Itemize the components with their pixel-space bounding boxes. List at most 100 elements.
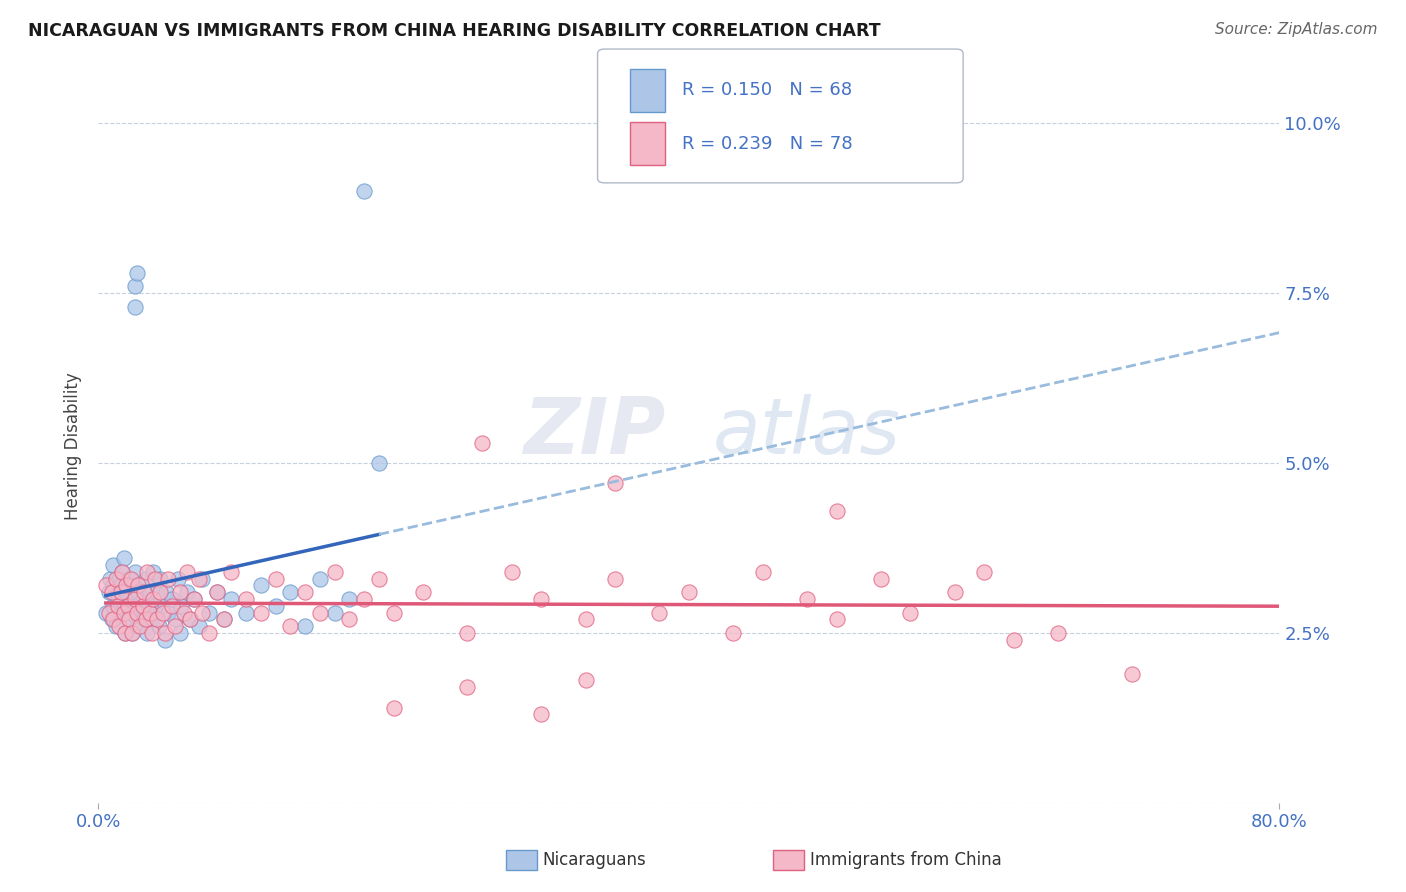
Point bbox=[235, 606, 257, 620]
Point bbox=[156, 572, 179, 586]
Point bbox=[353, 591, 375, 606]
Point bbox=[100, 585, 122, 599]
Point bbox=[309, 606, 332, 620]
Point bbox=[108, 619, 131, 633]
Point bbox=[1046, 626, 1069, 640]
Point bbox=[98, 572, 121, 586]
Point bbox=[134, 585, 156, 599]
Point bbox=[124, 279, 146, 293]
Point bbox=[124, 565, 146, 579]
Point bbox=[115, 585, 138, 599]
Point bbox=[250, 578, 273, 592]
Point bbox=[97, 585, 120, 599]
Text: Source: ZipAtlas.com: Source: ZipAtlas.com bbox=[1215, 22, 1378, 37]
Text: NICARAGUAN VS IMMIGRANTS FROM CHINA HEARING DISABILITY CORRELATION CHART: NICARAGUAN VS IMMIGRANTS FROM CHINA HEAR… bbox=[28, 22, 880, 40]
Point bbox=[278, 619, 302, 633]
Text: ZIP: ZIP bbox=[523, 393, 665, 470]
Point bbox=[100, 612, 122, 626]
Point bbox=[149, 585, 172, 599]
Point bbox=[122, 578, 145, 592]
Point bbox=[124, 591, 146, 606]
Point bbox=[146, 612, 169, 626]
Point bbox=[796, 591, 818, 606]
Text: Immigrants from China: Immigrants from China bbox=[810, 851, 1001, 869]
Point bbox=[235, 591, 257, 606]
Point bbox=[368, 572, 391, 586]
Point bbox=[339, 591, 360, 606]
Point bbox=[132, 599, 155, 613]
Point bbox=[128, 606, 150, 620]
Point bbox=[176, 565, 198, 579]
Point bbox=[1121, 666, 1143, 681]
Point bbox=[1002, 632, 1025, 647]
Point bbox=[127, 585, 149, 599]
Point bbox=[146, 585, 169, 599]
Point bbox=[187, 619, 209, 633]
Point bbox=[165, 619, 187, 633]
Point bbox=[107, 591, 129, 606]
Text: atlas: atlas bbox=[713, 393, 900, 470]
Point bbox=[115, 578, 138, 592]
Point bbox=[574, 612, 596, 626]
Point bbox=[382, 606, 405, 620]
Point bbox=[167, 572, 190, 586]
Point bbox=[139, 585, 162, 599]
Point bbox=[869, 572, 891, 586]
Point bbox=[125, 606, 148, 620]
Point bbox=[97, 606, 120, 620]
Point bbox=[294, 585, 316, 599]
Point bbox=[183, 591, 205, 606]
Point bbox=[112, 606, 135, 620]
Point bbox=[205, 585, 228, 599]
Point bbox=[648, 606, 671, 620]
Point bbox=[170, 599, 193, 613]
Point bbox=[323, 565, 346, 579]
Point bbox=[155, 585, 177, 599]
Point bbox=[103, 578, 125, 592]
Point bbox=[120, 606, 142, 620]
Point bbox=[169, 585, 191, 599]
Point bbox=[114, 626, 136, 640]
Point bbox=[173, 606, 195, 620]
Text: R = 0.239   N = 78: R = 0.239 N = 78 bbox=[682, 135, 852, 153]
Y-axis label: Hearing Disability: Hearing Disability bbox=[65, 372, 83, 520]
Point bbox=[105, 572, 128, 586]
Point bbox=[179, 612, 201, 626]
Point bbox=[141, 612, 163, 626]
Point bbox=[112, 551, 135, 566]
Point bbox=[309, 572, 332, 586]
Point bbox=[103, 612, 125, 626]
Point bbox=[117, 599, 139, 613]
Point bbox=[142, 591, 165, 606]
Point bbox=[120, 572, 142, 586]
Point bbox=[107, 599, 129, 613]
Point bbox=[114, 599, 136, 613]
Point bbox=[118, 572, 141, 586]
Point bbox=[183, 591, 205, 606]
Point bbox=[723, 626, 745, 640]
Point bbox=[825, 503, 848, 517]
Point bbox=[250, 606, 273, 620]
Point bbox=[105, 619, 128, 633]
Point bbox=[153, 626, 176, 640]
Point bbox=[212, 612, 235, 626]
Point bbox=[110, 606, 132, 620]
Point bbox=[191, 606, 214, 620]
Point bbox=[165, 612, 187, 626]
Point bbox=[198, 606, 221, 620]
Point bbox=[132, 591, 155, 606]
Point bbox=[605, 572, 627, 586]
Point bbox=[135, 572, 157, 586]
Point bbox=[574, 673, 596, 688]
Point bbox=[149, 572, 172, 586]
Point bbox=[412, 585, 434, 599]
Point bbox=[219, 565, 242, 579]
Point bbox=[368, 456, 391, 470]
Point bbox=[111, 565, 134, 579]
Point bbox=[169, 626, 191, 640]
Point bbox=[94, 606, 117, 620]
Point bbox=[973, 565, 995, 579]
Point bbox=[205, 585, 228, 599]
Point bbox=[121, 626, 143, 640]
Point bbox=[103, 599, 125, 613]
